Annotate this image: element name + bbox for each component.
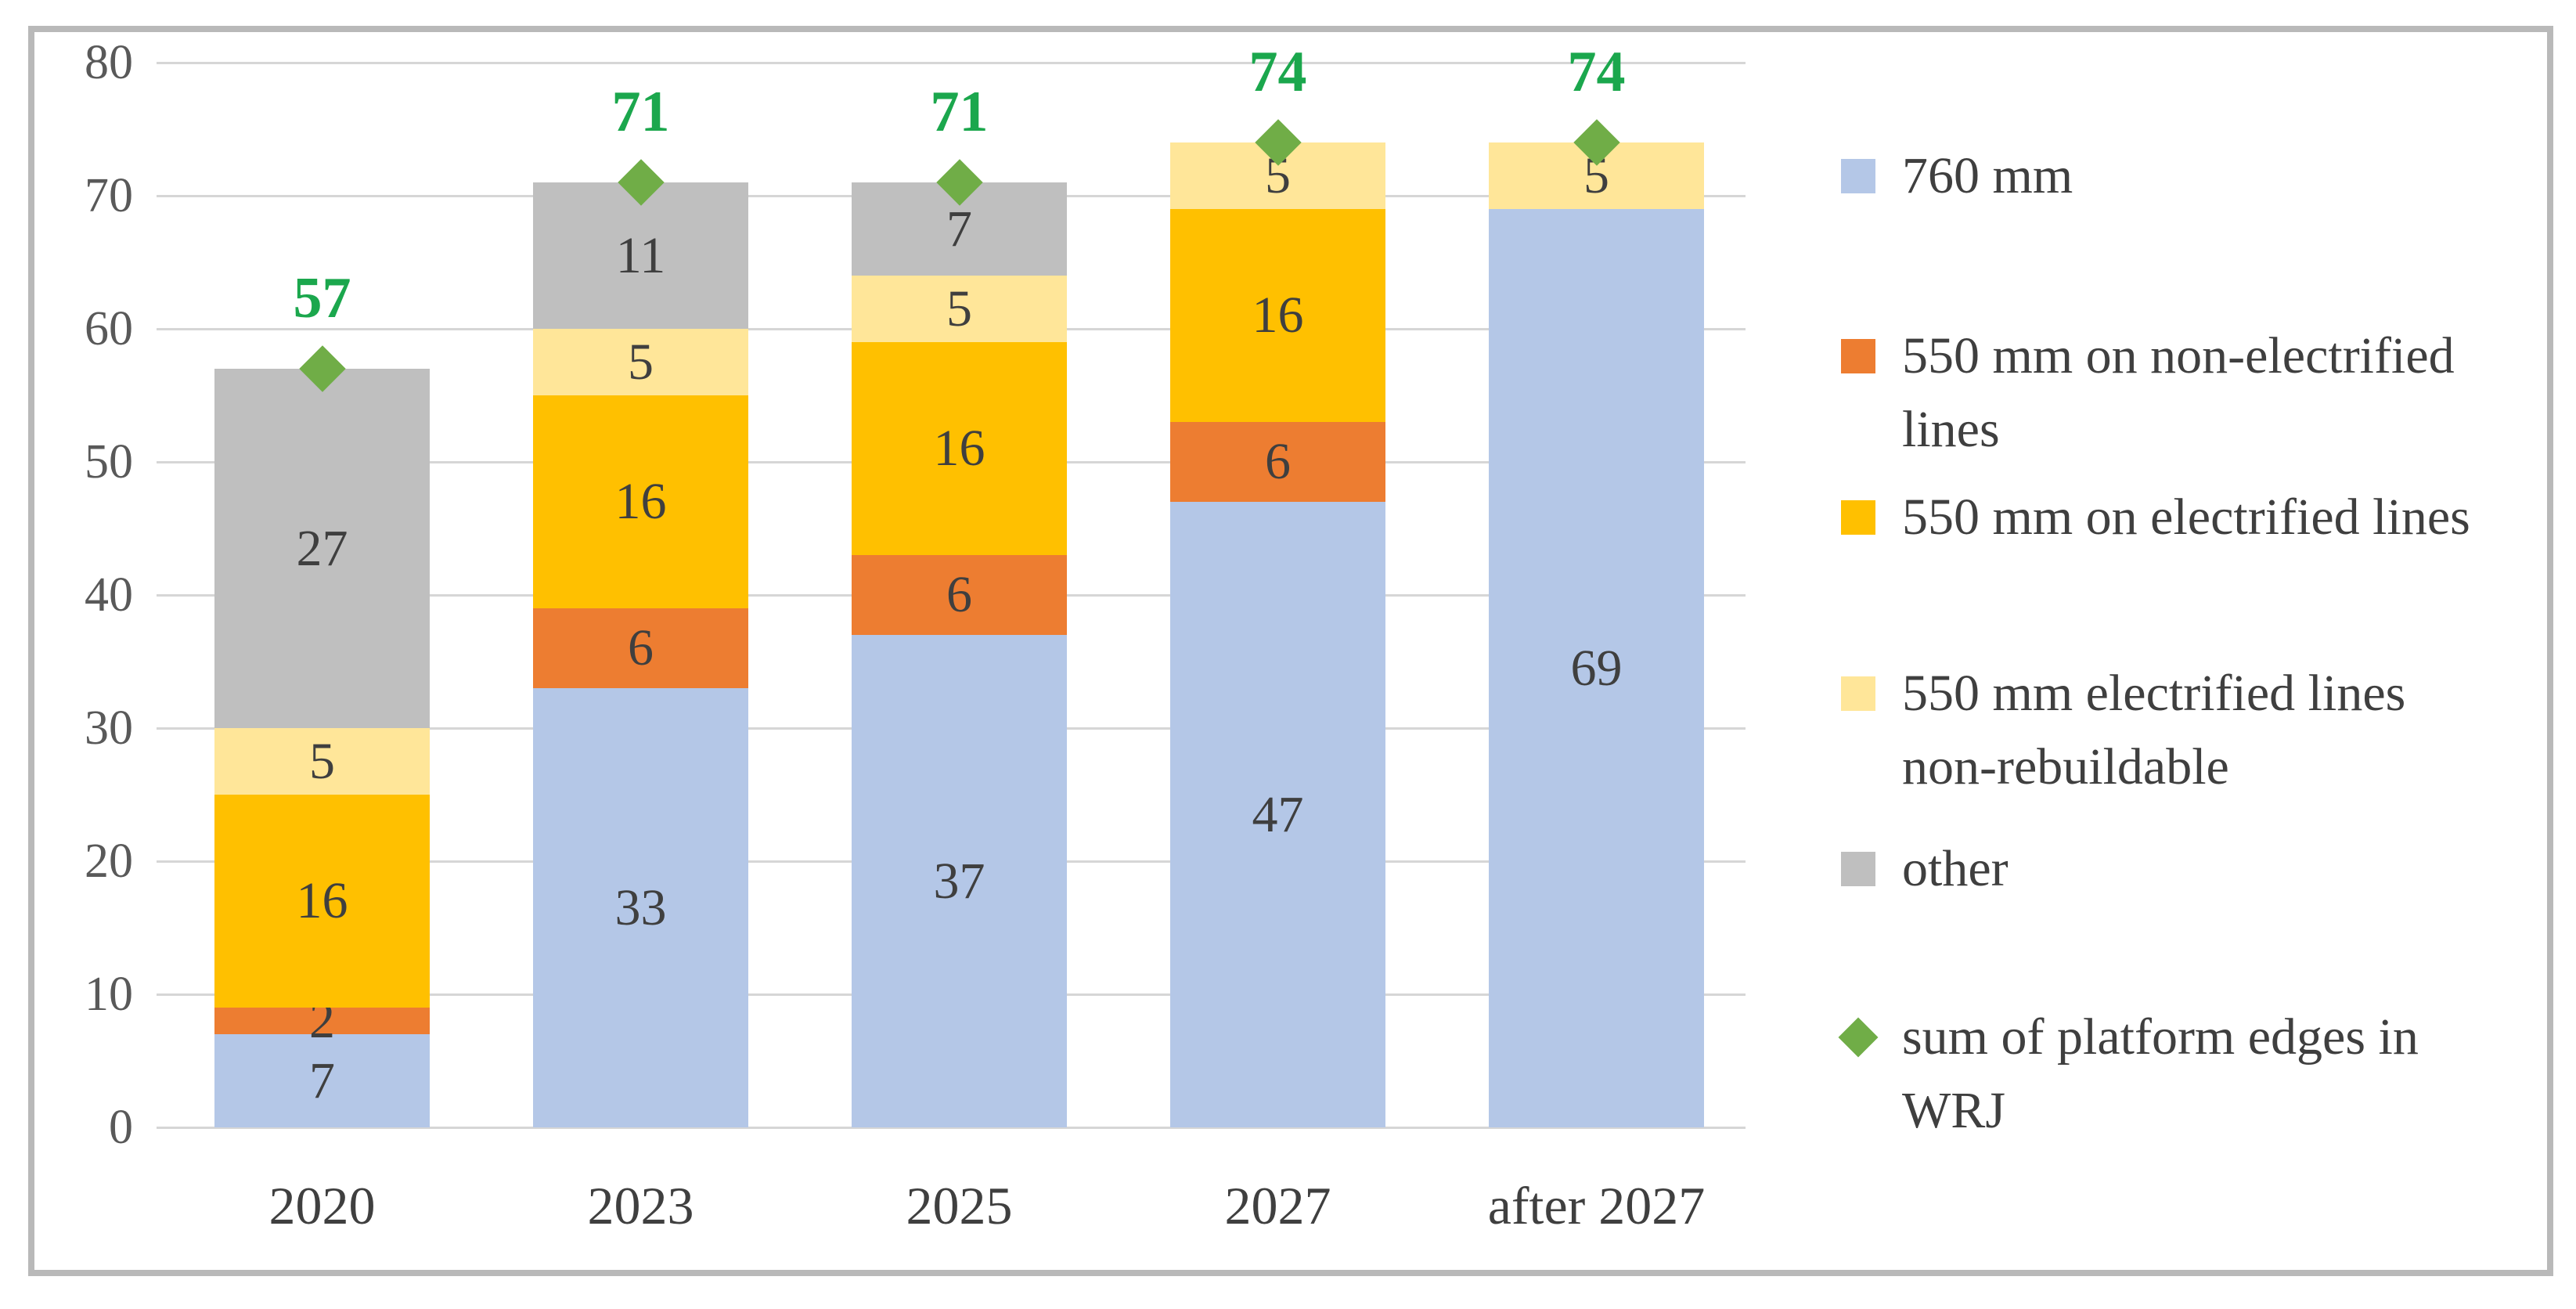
x-axis-label: 2023 — [587, 1176, 694, 1235]
sum-value-label: 74 — [1567, 40, 1626, 104]
bar-segment — [533, 329, 748, 395]
y-tick-label: 60 — [85, 302, 133, 355]
y-tick-label: 10 — [85, 968, 133, 1021]
y-tick-label: 50 — [85, 435, 133, 489]
legend-label: 760 mm — [1902, 147, 2073, 204]
bar-segment — [852, 635, 1067, 1127]
segment-label: 7 — [946, 200, 972, 258]
legend-label: 550 mm on electrified lines — [1902, 489, 2470, 546]
y-tick-label: 20 — [85, 835, 133, 888]
legend-swatch-square-icon — [1841, 339, 1875, 373]
legend-label: other — [1902, 840, 2009, 897]
x-axis-label: 2025 — [906, 1176, 1013, 1235]
segment-label: 6 — [628, 619, 654, 676]
segment-label: 5 — [309, 732, 335, 790]
gridline — [157, 1127, 1746, 1129]
bar-segment — [533, 608, 748, 688]
segment-label: 16 — [1252, 287, 1304, 344]
legend-swatch-square-icon — [1841, 159, 1875, 193]
segment-label: 11 — [615, 226, 666, 284]
x-axis-label: after 2027 — [1487, 1176, 1706, 1235]
y-tick-label: 0 — [109, 1101, 133, 1154]
bar-segment — [214, 795, 430, 1008]
bar-segment — [1170, 422, 1385, 502]
segment-label: 5 — [946, 279, 972, 337]
segment-label: 33 — [614, 878, 667, 936]
bar-segment — [533, 182, 748, 329]
bar-segment — [852, 276, 1067, 342]
legend-swatch-square-icon — [1841, 500, 1875, 535]
segment-label: 16 — [933, 420, 985, 477]
segment-label: 5 — [628, 333, 654, 391]
sum-value-label: 57 — [293, 266, 351, 330]
legend-label: 550 mm electrified lines non-rebuildable — [1902, 665, 2406, 795]
segment-label: 16 — [614, 473, 667, 530]
segment-label: 47 — [1252, 785, 1304, 843]
y-tick-label: 70 — [85, 169, 133, 222]
bar-segment — [1489, 209, 1704, 1127]
bar-segment — [852, 342, 1067, 555]
legend-swatch-square-icon — [1841, 852, 1875, 886]
x-axis-label: 2020 — [268, 1176, 376, 1235]
bar-segment — [852, 555, 1067, 635]
bar-segment — [533, 395, 748, 608]
bar-segment — [533, 688, 748, 1127]
sum-value-label: 71 — [611, 80, 670, 144]
x-axis-label: 2027 — [1224, 1176, 1331, 1235]
segment-label: 37 — [933, 852, 985, 910]
bar-segment — [1170, 502, 1385, 1127]
segment-label: 6 — [946, 566, 972, 623]
bar-segment — [214, 1034, 430, 1127]
bar-segment — [214, 369, 430, 728]
segment-label: 6 — [1265, 433, 1291, 490]
legend-label: sum of platform edges in WRJ — [1902, 1008, 2419, 1139]
segment-label: 16 — [296, 872, 348, 929]
gridline — [157, 62, 1746, 64]
y-tick-label: 80 — [85, 36, 133, 89]
segment-label: 69 — [1570, 639, 1623, 697]
y-tick-label: 40 — [85, 568, 133, 622]
bar-segment — [214, 1008, 430, 1034]
legend-label: 550 mm on non-electrified lines — [1902, 327, 2455, 458]
bar-segment — [214, 728, 430, 795]
y-tick-label: 30 — [85, 701, 133, 755]
sum-value-label: 71 — [930, 80, 989, 144]
sum-value-label: 74 — [1248, 40, 1307, 104]
legend-swatch-square-icon — [1841, 676, 1875, 711]
segment-label: 27 — [296, 519, 348, 577]
bar-segment — [1170, 209, 1385, 422]
segment-label: 7 — [309, 1051, 335, 1109]
